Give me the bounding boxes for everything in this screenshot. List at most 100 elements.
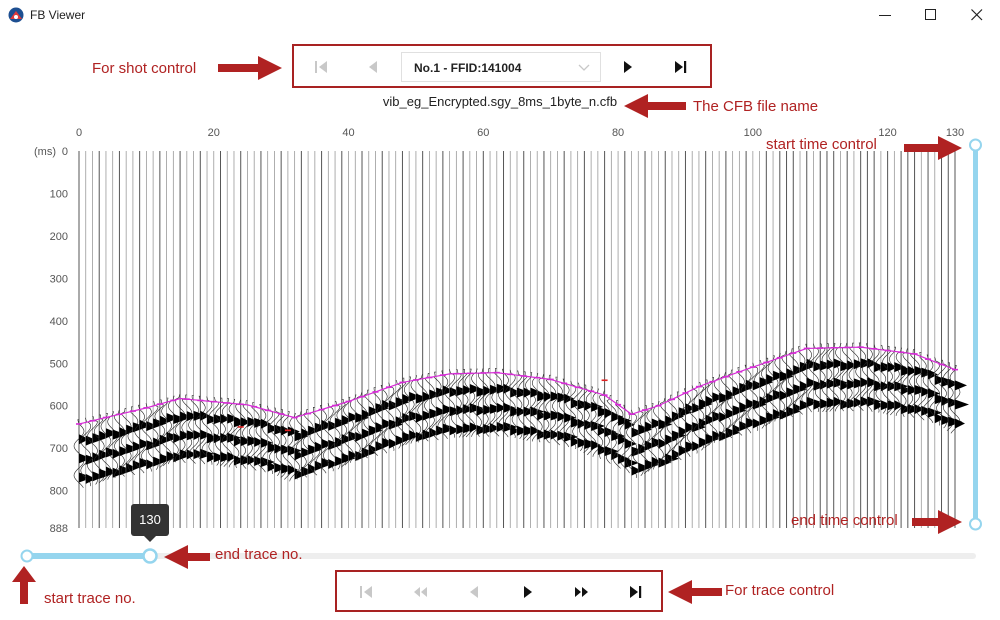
wavelet-fill	[153, 456, 166, 467]
y-tick-label: 888	[50, 523, 68, 535]
wavelet-fill	[362, 428, 375, 439]
wavelet-fill	[395, 416, 406, 427]
wavelet-fill	[725, 389, 736, 400]
wavelet-fill	[739, 402, 750, 413]
wavelet-fill	[874, 400, 885, 411]
trace-wiggle	[605, 395, 617, 464]
wavelet-fill	[341, 434, 354, 445]
y-tick-label: 300	[50, 273, 68, 285]
wavelet-fill	[557, 411, 568, 422]
wavelet-fill	[180, 430, 193, 441]
wavelet-fill	[503, 402, 516, 413]
x-tick-label: 40	[342, 127, 354, 139]
maximize-icon	[925, 9, 936, 20]
end-trace-tooltip: 130	[131, 504, 169, 536]
wavelet-fill	[914, 404, 925, 415]
trace-control-annotation: For trace control	[725, 582, 835, 599]
last-shot-button[interactable]	[666, 52, 696, 82]
wavelet-fill	[281, 444, 294, 455]
start-time-handle[interactable]	[969, 138, 982, 152]
wavelet-fill	[638, 443, 649, 454]
y-tick-label: 200	[50, 231, 68, 243]
trace-wiggle	[87, 416, 98, 485]
trace-wiggle	[201, 396, 213, 465]
wavelet-fill	[335, 456, 348, 467]
fast-back-trace-button[interactable]	[405, 577, 435, 607]
cfb-file-name: vib_eg_Encrypted.sgy_8ms_1byte_n.cfb	[382, 94, 618, 109]
trace-wiggle	[248, 402, 260, 471]
trace-wiggle	[316, 404, 327, 474]
wavelet-fill	[496, 402, 507, 413]
wavelet-fill	[422, 391, 433, 402]
trace-wiggle	[370, 387, 381, 456]
title-bar: FB Viewer	[0, 0, 1000, 30]
play-right-icon	[524, 586, 532, 598]
arrow-left-icon	[624, 94, 686, 118]
wavelet-fill	[341, 415, 352, 426]
seismic-plot: (ms) 0 20 40 60 80 100 120 130 0 100 200 300 400 500…	[34, 127, 969, 535]
shot-select[interactable]: No.1 - FFID:141004	[401, 52, 601, 82]
wavelet-fill	[658, 438, 669, 449]
wavelet-fill	[456, 405, 467, 416]
trace-wiggle	[255, 403, 267, 473]
start-trace-handle[interactable]	[20, 549, 34, 563]
minimize-button[interactable]	[862, 0, 908, 30]
skip-first-icon	[315, 61, 327, 73]
trace-slider-rail	[26, 553, 976, 559]
trace-wiggle	[376, 384, 388, 454]
tooltip-tail	[144, 536, 156, 542]
wavelet-fill	[247, 455, 258, 466]
next-trace-button[interactable]	[513, 577, 543, 607]
trace-wiggle	[740, 364, 752, 434]
trace-wiggle	[774, 353, 786, 422]
wavelet-fill	[213, 452, 226, 463]
last-trace-button[interactable]	[621, 577, 651, 607]
time-unit-label: (ms)	[34, 146, 56, 158]
wavelet-fill	[914, 365, 927, 376]
wavelet-fill	[294, 450, 305, 461]
wavelet-fill	[820, 379, 831, 390]
wavelet-fill	[624, 438, 637, 449]
close-button[interactable]	[954, 0, 1000, 30]
wavelet-fill	[584, 419, 597, 430]
trace-wiggle	[484, 368, 496, 437]
trace-wiggle	[868, 344, 880, 413]
trace-wiggle	[808, 343, 819, 412]
time-slider[interactable]	[966, 138, 986, 532]
previous-trace-button[interactable]	[459, 577, 489, 607]
trace-wiggle	[787, 348, 799, 418]
wavelet-fill	[611, 411, 624, 422]
trace-wiggle	[349, 394, 361, 463]
trace-wiggle	[444, 369, 455, 438]
fast-forward-trace-button[interactable]	[567, 577, 597, 607]
wavelet-fill	[463, 404, 476, 415]
trace-wiggle	[437, 370, 449, 439]
wavelet-fill	[651, 418, 664, 429]
wavelet-fill	[537, 429, 550, 440]
end-trace-handle[interactable]	[142, 548, 158, 564]
first-shot-button[interactable]	[306, 52, 336, 82]
chevron-down-icon	[578, 64, 590, 71]
trace-slider[interactable]	[18, 546, 980, 566]
previous-shot-button[interactable]	[358, 52, 388, 82]
wavelet-fill	[139, 419, 150, 430]
wavelet-fill	[523, 387, 534, 398]
wavelet-fill	[388, 438, 399, 449]
x-tick-label: 130	[946, 127, 964, 139]
wavelet-fill	[112, 448, 123, 459]
wavelet-fill	[584, 400, 595, 411]
trace-wiggle	[167, 395, 179, 465]
wavelet-fill	[355, 450, 368, 461]
wavelet-fill	[901, 404, 914, 415]
maximize-button[interactable]	[908, 0, 954, 30]
trace-wiggle	[363, 389, 375, 459]
next-shot-button[interactable]	[613, 52, 643, 82]
arrow-up-icon	[12, 566, 36, 604]
first-trace-button[interactable]	[351, 577, 381, 607]
wavelet-fill	[503, 383, 514, 394]
wavelet-fill	[725, 408, 738, 419]
wavelet-fill	[543, 410, 556, 421]
wavelet-fill	[375, 422, 386, 433]
end-time-handle[interactable]	[969, 517, 982, 531]
trace-wiggle	[929, 356, 941, 426]
